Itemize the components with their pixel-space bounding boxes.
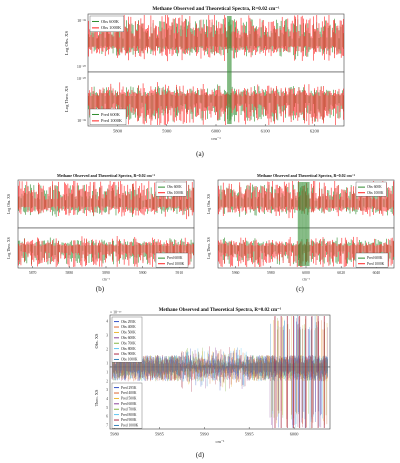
x-axis-label: cm⁻¹ xyxy=(216,439,226,444)
bottom-legend-entry: Pred 600K xyxy=(367,256,383,260)
chart-panel-d: Methane Observed and Theoretical Spectra… xyxy=(80,305,335,447)
top-y-tick-label: 2 xyxy=(106,348,108,352)
top-legend-entry: Obs 800K xyxy=(121,347,136,351)
top-legend-entry: Obs 600K xyxy=(101,19,120,24)
bottom-legend-entry: Pred 1000K xyxy=(167,262,185,266)
bottom-y-tick-label: 1 xyxy=(106,371,108,375)
bottom-y-tick-label: 7 xyxy=(106,424,108,428)
bottom-y-axis-label: Theo. XS xyxy=(94,389,99,406)
x-tick-label: 6040 xyxy=(373,271,381,275)
bottom-y-tick-label: 10⁻²⁰ xyxy=(77,76,86,81)
x-tick-label: 6200 xyxy=(310,129,320,134)
x-axis-label: cm⁻¹ xyxy=(102,278,110,282)
top-legend-entry: Obs 900K xyxy=(121,352,136,356)
bottom-legend-entry: Pred 1000K xyxy=(101,118,123,123)
x-tick-label: 5900 xyxy=(162,129,172,134)
top-legend-entry: Obs 1000K xyxy=(367,191,384,195)
x-tick-label: 5985 xyxy=(155,431,165,436)
bottom-legend-entry: Pred 600K xyxy=(167,256,183,260)
chart-b-svg: Methane Observed and Theoretical Spectra… xyxy=(7,173,195,282)
top-legend-box xyxy=(111,316,143,363)
x-tick-label: 6000 xyxy=(302,271,310,275)
bottom-y-tick-label: 2 xyxy=(106,379,108,383)
top-y-tick-label: 10⁻¹⁸ xyxy=(77,18,86,23)
chart-title: Methane Observed and Theoretical Spectra… xyxy=(57,173,156,178)
x-tick-label: 5880 xyxy=(66,271,74,275)
chart-title: Methane Observed and Theoretical Spectra… xyxy=(159,307,282,313)
x-tick-label: 6000 xyxy=(290,431,300,436)
x-axis-label: cm⁻¹ xyxy=(211,136,221,141)
x-tick-label: 5980 xyxy=(267,271,275,275)
x-tick-label: 5800 xyxy=(113,129,123,134)
bottom-y-tick-label: 5 xyxy=(106,406,108,410)
top-legend-entry: Obs 500K xyxy=(121,331,136,335)
x-tick-label: 5990 xyxy=(200,431,210,436)
top-legend-entry: Obs 600K xyxy=(121,336,136,340)
top-legend-entry: Obs 400K xyxy=(121,325,136,329)
bottom-y-tick-label: 6 xyxy=(106,415,108,419)
top-legend-entry: Obs 1000K xyxy=(167,191,184,195)
top-y-axis-label: Log Obs. XS xyxy=(64,30,69,55)
x-tick-label: 5870 xyxy=(29,271,37,275)
bottom-y-tick-label: 4 xyxy=(106,397,108,401)
top-legend-entry: Obs 600K xyxy=(167,185,182,189)
top-y-tick-label: 1 xyxy=(106,362,108,366)
x-tick-label: 5910 xyxy=(176,271,184,275)
bottom-legend-entry: Pred 600K xyxy=(101,112,121,117)
top-y-tick-label: 3 xyxy=(106,334,108,338)
x-tick-label: 6100 xyxy=(261,129,271,134)
chart-panel-c: Methane Observed and Theoretical Spectra… xyxy=(202,172,398,284)
top-y-tick-label: 4 xyxy=(106,320,108,324)
x-tick-label: 6020 xyxy=(337,271,345,275)
x-tick-label: 5995 xyxy=(245,431,255,436)
chart-a-svg: Methane Observed and Theoretical Spectra… xyxy=(64,6,345,141)
top-legend-entry: Obs 295K xyxy=(121,320,136,324)
bottom-y-axis-label: Log Theo. XS xyxy=(207,237,211,259)
bottom-legend-entry: Pred 1000K xyxy=(367,262,385,266)
x-tick-label: 5980 xyxy=(110,431,120,436)
top-legend-entry: Obs 600K xyxy=(367,185,382,189)
chart-panel-a: Methane Observed and Theoretical Spectra… xyxy=(60,2,350,142)
top-y-axis-label: Log Obs. XS xyxy=(207,194,211,214)
chart-title: Methane Observed and Theoretical Spectra… xyxy=(257,173,356,178)
caption-a: (a) xyxy=(196,150,204,158)
chart-d-svg: Methane Observed and Theoretical Spectra… xyxy=(94,307,331,444)
bottom-y-tick-label: 10⁻¹⁸ xyxy=(77,118,86,123)
bottom-y-tick-label: 3 xyxy=(106,388,108,392)
chart-title: Methane Observed and Theoretical Spectra… xyxy=(152,6,280,12)
chart-panel-b: Methane Observed and Theoretical Spectra… xyxy=(2,172,198,284)
bottom-y-axis-label: Log Theo. XS xyxy=(64,86,69,113)
top-y-axis-label: Log Obs. XS xyxy=(7,194,11,214)
caption-b: (b) xyxy=(95,285,105,293)
top-y-tick-label: 10⁻²⁰ xyxy=(77,64,86,69)
chart-c-svg: Methane Observed and Theoretical Spectra… xyxy=(207,173,395,282)
top-legend-entry: Obs 1000K xyxy=(101,25,122,30)
x-axis-label: cm⁻¹ xyxy=(302,278,310,282)
x-tick-label: 6000 xyxy=(211,129,221,134)
top-legend-entry: Obs 700K xyxy=(121,341,136,345)
x-tick-label: 5960 xyxy=(232,271,240,275)
x-tick-label: 5890 xyxy=(102,271,110,275)
bottom-y-axis-label: Log Theo. XS xyxy=(7,237,11,259)
x-tick-label: 5900 xyxy=(139,271,147,275)
top-y-axis-label: Obs. XS xyxy=(94,333,99,348)
caption-c: (c) xyxy=(296,285,304,293)
y-exponent-label: × 10⁻¹⁹ xyxy=(110,311,122,315)
